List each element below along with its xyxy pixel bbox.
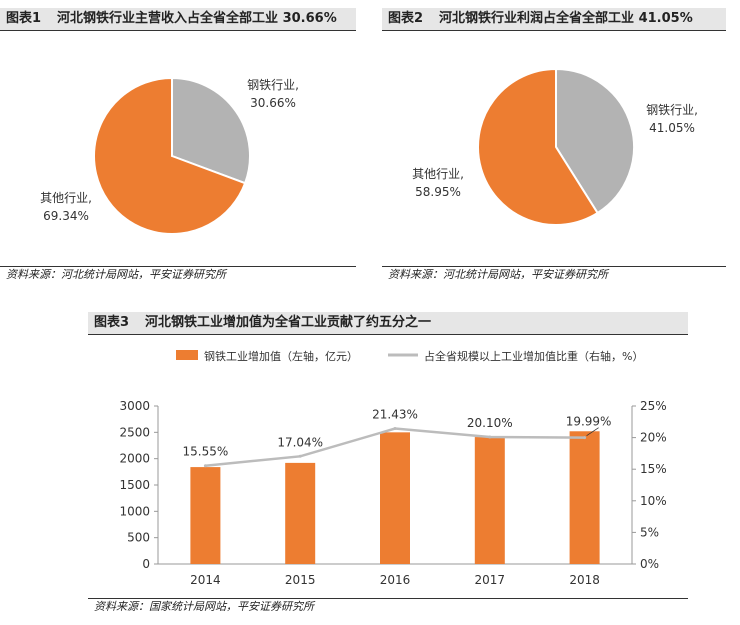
x-axis-tick-label: 2015 [285,573,316,587]
figure3-source: 资料来源：国家统计局网站，平安证券研究所 [88,598,688,615]
right-axis-tick-label: 10% [640,494,667,508]
x-axis-tick-label: 2016 [380,573,411,587]
figure1-pie-chart: 钢铁行业, 30.66% 其他行业, 69.34% [40,76,299,235]
figure3-combo-chart: 钢铁工业增加值（左轴，亿元） 占全省规模以上工业增加值比重（右轴，%） 0 500 10… [119,349,667,587]
figure1-title: 河北钢铁行业主营收入占全省全部工业 30.66% [57,11,337,26]
share-label-2016: 21.43% [372,408,418,422]
legend-bar-swatch [176,350,198,360]
left-axis-tick-label: 2500 [119,425,150,439]
pie-value-other: 69.34% [43,209,89,223]
left-axis-tick-label: 2000 [119,452,150,466]
figure2-pie-chart: 钢铁行业, 41.05% 其他行业, 58.95% [412,67,698,226]
figure1-source: 资料来源：河北统计局网站，平安证券研究所 [0,266,356,283]
pie-value-steel: 30.66% [250,96,296,110]
figure3-number: 图表3 [94,315,130,330]
left-axis-tick-label: 3000 [119,399,150,413]
left-axis-tick-label: 1500 [119,478,150,492]
figure3-title: 河北钢铁工业增加值为全省工业贡献了约五分之一 [145,315,432,330]
left-axis-tick-label: 1000 [119,504,150,518]
pie-slice-other [93,76,247,235]
pie-label-steel: 钢铁行业, [247,78,299,92]
share-point-2016 [393,427,397,431]
right-axis-tick-label: 25% [640,399,667,413]
x-axis-tick-label: 2018 [569,573,600,587]
bar-2015 [285,462,316,564]
share-label-2017: 20.10% [467,416,513,430]
pie-label-steel: 钢铁行业, [646,103,698,117]
share-point-2017 [488,435,492,439]
share-label-2018: 19.99% [566,415,612,429]
figure3-title-bar: 图表3 河北钢铁工业增加值为全省工业贡献了约五分之一 [88,312,688,335]
right-axis-tick-label: 20% [640,431,667,445]
legend-bar-label: 钢铁工业增加值（左轴，亿元） [204,349,358,363]
share-label-2015: 17.04% [277,435,323,449]
figure2-title: 河北钢铁行业利润占全省全部工业 41.05% [439,11,693,26]
figure3-panel: 图表3 河北钢铁工业增加值为全省工业贡献了约五分之一 钢铁工业增加值（左轴，亿元）… [88,312,688,618]
legend-line-label: 占全省规模以上工业增加值比重（右轴，%） [424,349,643,363]
right-axis-tick-label: 0% [640,557,659,571]
figure2-source: 资料来源：河北统计局网站，平安证券研究所 [382,266,726,283]
left-axis-tick-label: 500 [127,531,150,545]
pie-label-other: 其他行业, [412,167,464,181]
figure1-number: 图表1 [6,11,42,26]
bar-2014 [190,467,221,564]
bar-2016 [380,432,410,564]
pie-label-other: 其他行业, [40,191,92,205]
share-point-2014 [203,464,207,468]
right-axis-tick-label: 5% [640,525,659,539]
share-point-2015 [298,454,302,458]
figure2-number: 图表2 [388,11,424,26]
bar-2017 [474,437,505,564]
left-axis-tick-label: 0 [142,557,150,571]
pie-value-other: 58.95% [415,185,461,199]
figure2-panel: 图表2 河北钢铁行业利润占全省全部工业 41.05% 钢铁行业, 41.05% 其他行… [382,8,726,290]
pie-value-steel: 41.05% [649,121,695,135]
x-axis-tick-label: 2017 [475,573,506,587]
x-axis-tick-label: 2014 [190,573,221,587]
figure1-panel: 图表1 河北钢铁行业主营收入占全省全部工业 30.66% 钢铁行业, 30.66% 其… [0,8,356,290]
figure2-title-bar: 图表2 河北钢铁行业利润占全省全部工业 41.05% [382,8,726,31]
pie-slice-other [477,67,599,226]
bar-2018 [569,431,600,564]
right-axis-tick-label: 15% [640,462,667,476]
share-point-2018 [583,436,587,440]
share-label-2014: 15.55% [183,445,229,459]
pie-slice-steel [171,76,251,185]
figure1-title-bar: 图表1 河北钢铁行业主营收入占全省全部工业 30.66% [0,8,356,31]
share-label-leader-2018 [586,427,599,436]
